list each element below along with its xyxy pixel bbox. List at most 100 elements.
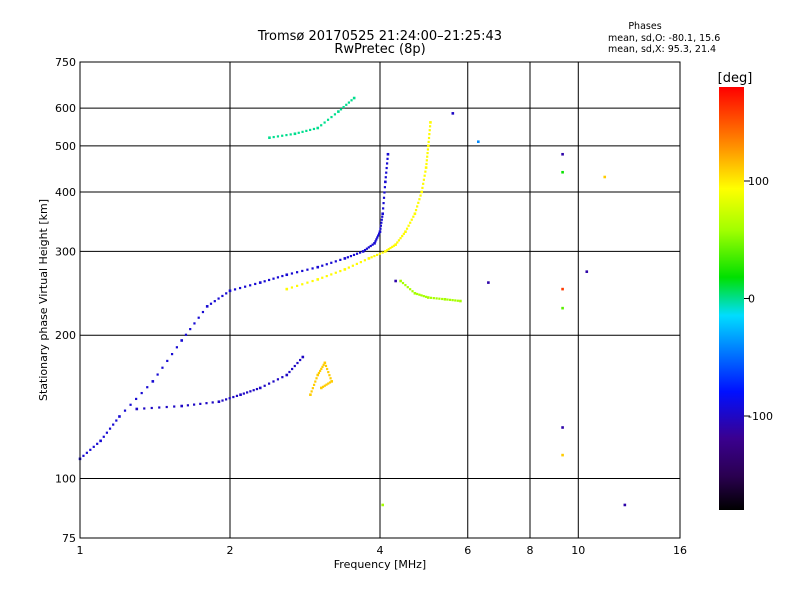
- trace-point: [108, 427, 112, 430]
- trace-point: [363, 248, 367, 252]
- trace-point: [424, 295, 428, 298]
- trace-point: [324, 364, 328, 368]
- trace-point: [189, 327, 192, 331]
- trace-point: [418, 293, 421, 296]
- trace-point: [255, 387, 259, 391]
- scatter-point: [561, 152, 564, 156]
- trace-point: [416, 205, 419, 208]
- trace-point: [301, 269, 304, 273]
- trace-point: [377, 234, 380, 237]
- trace-point: [428, 133, 431, 136]
- trace-point: [374, 240, 377, 243]
- trace-point: [386, 157, 389, 160]
- y-tick-label: 200: [55, 329, 76, 342]
- trace-point: [384, 250, 387, 253]
- x-ticks: 1 2 4 6 8 10 16: [77, 544, 688, 557]
- trace-point: [426, 144, 430, 148]
- trace-point: [320, 124, 323, 127]
- trace-point: [383, 186, 387, 189]
- trace-point: [92, 445, 95, 448]
- scatter-point: [451, 112, 455, 115]
- trace-point: [225, 398, 228, 401]
- trace-point: [82, 454, 85, 457]
- trace-point: [413, 212, 417, 216]
- trace-point: [381, 215, 384, 218]
- trace-point: [337, 110, 340, 113]
- trace-point: [272, 380, 275, 383]
- x-tick-label: 4: [377, 544, 384, 557]
- stats-x-line: mean, sd,X: 95.3, 21.4: [608, 44, 716, 55]
- trace-point: [258, 386, 262, 390]
- x-tick-label: 6: [464, 544, 471, 557]
- x-tick-label: 8: [527, 544, 534, 557]
- trace-point: [380, 218, 383, 221]
- trace-point: [385, 166, 388, 170]
- trace-point: [330, 380, 334, 383]
- scatter-point: [561, 426, 564, 429]
- trace-point: [381, 212, 384, 216]
- plot-frame: [79, 61, 681, 539]
- trace-point: [411, 290, 414, 293]
- trace-point: [377, 232, 381, 235]
- x-axis-label: Frequency [MHz]: [334, 558, 426, 571]
- trace-point: [385, 171, 388, 174]
- trace-point: [396, 241, 399, 244]
- trace-point: [384, 180, 387, 184]
- trace-point: [193, 322, 196, 325]
- trace-point: [312, 127, 316, 131]
- y-axis-label: Stationary phase Virtual Height [km]: [37, 199, 50, 401]
- trace-point: [367, 257, 371, 260]
- trace-point: [325, 383, 328, 386]
- scatter-point: [394, 279, 397, 283]
- trace-point: [397, 239, 401, 242]
- trace-point: [288, 370, 291, 374]
- trace-point: [373, 254, 376, 258]
- trace-point: [268, 136, 271, 140]
- trace-point: [323, 121, 326, 124]
- trace-point: [429, 296, 433, 299]
- trace-point: [290, 272, 294, 275]
- trace-point: [311, 279, 314, 283]
- trace-point: [376, 236, 379, 239]
- stats-o-line: mean, sd,O: -80.1, 15.6: [608, 33, 720, 44]
- trace-point: [285, 273, 289, 277]
- trace-point: [428, 129, 431, 132]
- y-tick-label: 300: [55, 245, 76, 258]
- grid: [80, 62, 680, 538]
- stats-header: Phases: [628, 21, 661, 32]
- trace-point: [409, 221, 412, 224]
- trace-point: [327, 382, 330, 385]
- trace-point: [258, 281, 262, 284]
- trace-point: [359, 260, 362, 264]
- trace-point: [386, 152, 390, 156]
- trace-point: [422, 178, 426, 181]
- trace-point: [422, 295, 425, 298]
- trace-point: [328, 374, 331, 377]
- trace-point: [267, 278, 271, 282]
- trace-point: [272, 135, 275, 139]
- y-tick-label: 100: [55, 473, 76, 486]
- trace-point: [352, 96, 356, 100]
- trace-point: [297, 131, 300, 134]
- trace-point: [150, 406, 153, 410]
- trace-point: [221, 294, 224, 298]
- x-tick-label: 10: [571, 544, 585, 557]
- trace-point: [425, 162, 428, 166]
- trace-point: [316, 373, 320, 377]
- trace-point: [384, 176, 387, 179]
- trace-point: [322, 363, 325, 366]
- trace-point: [233, 288, 237, 291]
- trace-point: [186, 404, 190, 407]
- trace-point: [105, 431, 109, 434]
- trace-point: [156, 373, 159, 376]
- trace-point: [355, 252, 359, 255]
- trace-point: [325, 274, 328, 278]
- trace-point: [323, 361, 327, 365]
- trace-point: [326, 367, 329, 371]
- trace-point: [352, 253, 356, 257]
- scatter-point: [477, 140, 480, 144]
- trace-point: [404, 283, 407, 287]
- trace-point: [249, 390, 252, 393]
- trace-point: [173, 405, 176, 408]
- trace-point: [289, 133, 292, 136]
